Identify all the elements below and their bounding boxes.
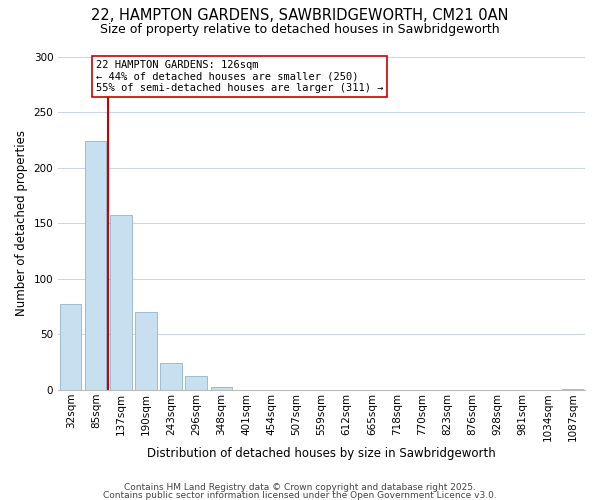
Text: 22, HAMPTON GARDENS, SAWBRIDGEWORTH, CM21 0AN: 22, HAMPTON GARDENS, SAWBRIDGEWORTH, CM2… — [91, 8, 509, 22]
Bar — [136, 312, 157, 390]
Bar — [160, 364, 182, 390]
Bar — [185, 376, 207, 390]
X-axis label: Distribution of detached houses by size in Sawbridgeworth: Distribution of detached houses by size … — [147, 447, 496, 460]
Text: Contains HM Land Registry data © Crown copyright and database right 2025.: Contains HM Land Registry data © Crown c… — [124, 484, 476, 492]
Y-axis label: Number of detached properties: Number of detached properties — [15, 130, 28, 316]
Bar — [562, 389, 583, 390]
Bar — [85, 141, 106, 390]
Bar — [110, 216, 131, 390]
Text: Contains public sector information licensed under the Open Government Licence v3: Contains public sector information licen… — [103, 491, 497, 500]
Text: 22 HAMPTON GARDENS: 126sqm
← 44% of detached houses are smaller (250)
55% of sem: 22 HAMPTON GARDENS: 126sqm ← 44% of deta… — [96, 60, 383, 93]
Text: Size of property relative to detached houses in Sawbridgeworth: Size of property relative to detached ho… — [100, 22, 500, 36]
Bar — [211, 386, 232, 390]
Bar — [60, 304, 82, 390]
